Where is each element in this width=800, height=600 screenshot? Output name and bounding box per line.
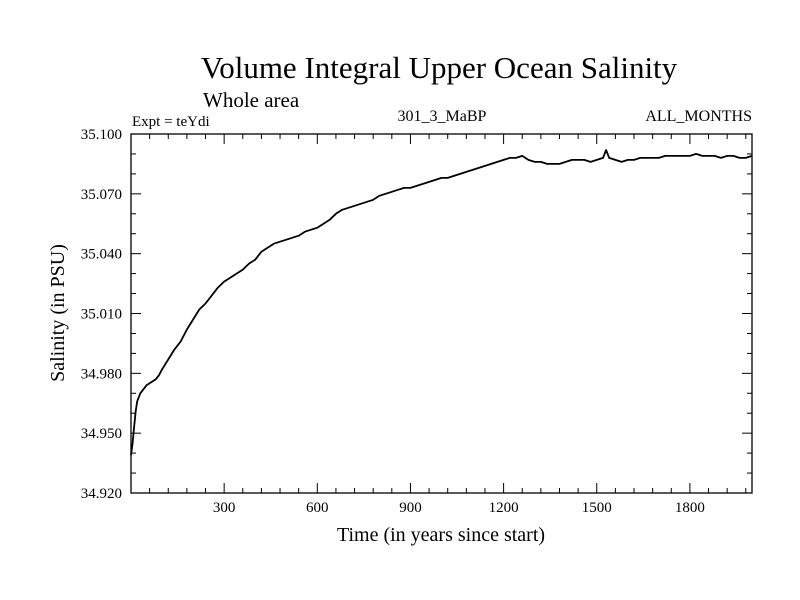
x-tick-label: 600: [306, 500, 329, 516]
data-layer: [130, 149, 753, 456]
y-axis-label: Salinity (in PSU): [47, 244, 69, 382]
chart-title: Volume Integral Upper Ocean Salinity: [201, 50, 678, 85]
y-tick-label: 34.980: [81, 366, 122, 382]
salinity-series-line: [130, 149, 753, 456]
y-tick-label: 34.950: [81, 426, 122, 442]
x-tick-label: 300: [213, 500, 236, 516]
y-tick-label: 35.100: [81, 127, 122, 143]
run-label: 301_3_MaBP: [398, 108, 487, 125]
y-tick-label: 35.070: [81, 187, 122, 203]
axes: 300 600 900 1200 1500 1800 34.920 34.950 34.980 3…: [81, 127, 752, 516]
experiment-label: Expt = teYdi: [132, 114, 210, 130]
plot-frame: [130, 133, 753, 494]
x-axis-label: Time (in years since start): [337, 524, 545, 546]
x-tick-label: 1200: [489, 500, 519, 516]
months-label: ALL_MONTHS: [645, 108, 752, 125]
x-tick-label: 900: [399, 500, 422, 516]
chart-subtitle: Whole area: [203, 88, 300, 112]
y-tick-label: 34.920: [81, 486, 122, 502]
y-tick-label: 35.040: [81, 247, 122, 263]
x-tick-label: 1500: [582, 500, 612, 516]
y-tick-label: 35.010: [81, 307, 122, 323]
x-tick-label: 1800: [675, 500, 705, 516]
